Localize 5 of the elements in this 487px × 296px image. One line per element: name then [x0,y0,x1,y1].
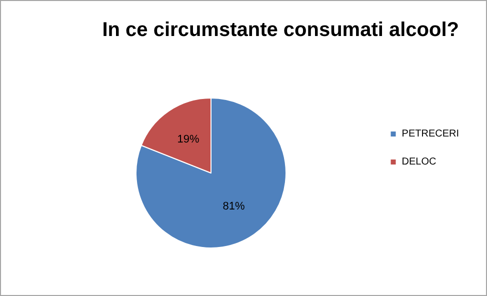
data-label: 81% [222,200,245,212]
legend-label: DELOC [402,156,436,168]
data-label: 19% [177,134,200,146]
chart-title: In ce circumstante consumati alcool? [102,19,460,41]
legend-label: PETRECERI [402,128,460,140]
